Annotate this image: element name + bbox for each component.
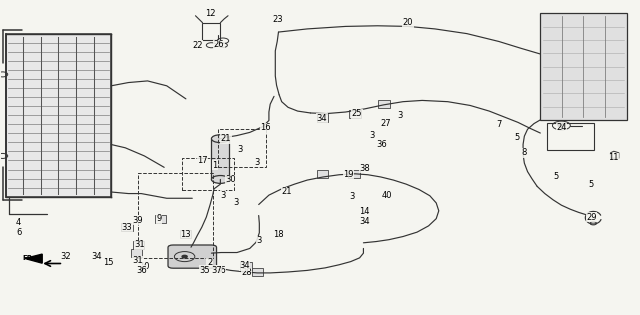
Text: 12: 12: [205, 9, 216, 18]
Bar: [133, 241, 145, 249]
Text: 3: 3: [397, 111, 403, 120]
Text: 5: 5: [514, 133, 519, 142]
FancyBboxPatch shape: [168, 245, 216, 268]
Text: FR.: FR.: [23, 255, 36, 261]
Text: 17: 17: [197, 156, 208, 165]
Text: 21: 21: [282, 187, 292, 197]
Text: 23: 23: [272, 15, 282, 24]
Bar: [202, 23, 220, 40]
Bar: [211, 139, 229, 180]
Bar: [348, 170, 360, 178]
Text: 34: 34: [239, 261, 250, 270]
Text: 36: 36: [376, 140, 387, 149]
Text: 36: 36: [215, 266, 226, 275]
Circle shape: [558, 124, 564, 127]
Bar: [378, 100, 390, 108]
Ellipse shape: [211, 175, 229, 183]
Bar: [547, 123, 594, 150]
Text: 3: 3: [257, 236, 262, 245]
Text: 28: 28: [241, 268, 252, 278]
Bar: [240, 262, 252, 270]
Text: 15: 15: [103, 258, 113, 267]
Text: 4: 4: [16, 218, 21, 227]
Text: 39: 39: [132, 216, 143, 225]
Text: 36: 36: [136, 266, 147, 275]
Bar: [317, 170, 328, 178]
Text: 19: 19: [344, 170, 354, 179]
Text: 8: 8: [522, 148, 527, 157]
Bar: [252, 268, 263, 276]
Text: 5: 5: [589, 180, 594, 189]
Ellipse shape: [211, 135, 229, 143]
Text: 16: 16: [260, 123, 271, 132]
Text: 33: 33: [122, 223, 132, 232]
Text: 34: 34: [360, 217, 370, 226]
Text: 30: 30: [225, 175, 236, 184]
Bar: [122, 223, 133, 231]
Text: 14: 14: [360, 207, 370, 216]
Text: 6: 6: [16, 228, 21, 237]
Bar: [155, 215, 166, 223]
Text: 24: 24: [556, 123, 566, 132]
Text: 27: 27: [380, 118, 391, 128]
Text: 40: 40: [382, 191, 392, 200]
Text: 34: 34: [317, 114, 327, 123]
Bar: [179, 230, 191, 238]
Text: 10: 10: [139, 262, 150, 271]
Bar: [349, 110, 361, 118]
Text: 5: 5: [554, 172, 559, 181]
Text: 11: 11: [609, 153, 619, 162]
Bar: [317, 114, 328, 122]
Text: 3: 3: [370, 131, 375, 140]
Text: 13: 13: [180, 230, 191, 239]
Circle shape: [182, 255, 187, 258]
Bar: [131, 249, 143, 257]
Bar: [540, 13, 627, 120]
Bar: [218, 129, 266, 167]
Text: 3: 3: [237, 145, 243, 154]
Text: 3: 3: [349, 192, 355, 201]
Text: 7: 7: [496, 120, 502, 129]
Text: 35: 35: [200, 266, 211, 275]
Bar: [138, 173, 213, 258]
Text: 21: 21: [221, 134, 232, 143]
Text: 20: 20: [403, 18, 413, 27]
Text: 18: 18: [273, 230, 284, 239]
Text: 38: 38: [359, 164, 370, 173]
Text: 9: 9: [156, 214, 162, 223]
Polygon shape: [25, 254, 42, 263]
Text: 31: 31: [134, 240, 145, 249]
Text: 3: 3: [255, 158, 260, 167]
Text: 26: 26: [214, 40, 225, 49]
Text: 3: 3: [233, 198, 238, 208]
Bar: [6, 34, 111, 197]
Text: 29: 29: [586, 213, 596, 221]
Text: 3: 3: [220, 191, 226, 200]
Text: 2: 2: [207, 258, 212, 267]
Text: 25: 25: [352, 109, 362, 118]
Bar: [182, 158, 234, 191]
Text: 1: 1: [212, 161, 217, 170]
Text: 32: 32: [61, 252, 71, 261]
Text: 22: 22: [192, 41, 203, 50]
Text: 37: 37: [211, 266, 222, 275]
Text: 31: 31: [132, 256, 143, 266]
Text: 34: 34: [91, 252, 102, 261]
